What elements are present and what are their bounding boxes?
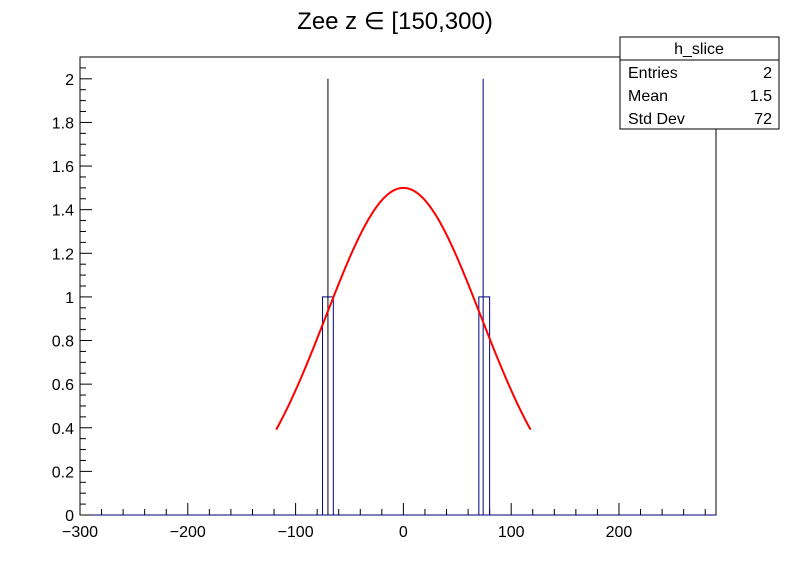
chart-title: Zee z ∈ [150,300): [297, 8, 493, 35]
x-tick-label: −200: [170, 524, 206, 541]
y-tick-label: 1.4: [52, 203, 74, 220]
y-tick-label: 1.8: [52, 115, 74, 132]
x-tick-label: 100: [498, 524, 525, 541]
stats-stddev-label: Std Dev: [628, 111, 685, 128]
fit-curve: [275, 186, 532, 431]
stats-box-title: h_slice: [674, 41, 724, 58]
stats-box-frame: [619, 36, 780, 130]
y-tick-label: 1.2: [52, 246, 74, 263]
x-tick-label: 200: [606, 524, 633, 541]
x-tick-label: 0: [399, 524, 408, 541]
x-tick-label: −100: [278, 524, 314, 541]
x-tick-label: −300: [62, 524, 98, 541]
plot-area: −300 −200 −100 0 100 200 0 0.2 0.4 0.6 0.8 1 1.2 1.4 1…: [52, 56, 717, 541]
y-tick-label: 1.6: [52, 159, 74, 176]
y-tick-label: 0.6: [52, 377, 74, 394]
y-tick-label: 0.2: [52, 464, 74, 481]
stats-box: h_slice Entries 2 Mean 1.5 Std Dev 72: [619, 36, 780, 130]
stats-stddev-value: 72: [754, 111, 772, 128]
stats-entries-value: 2: [763, 65, 772, 82]
y-tick-label: 2: [65, 72, 74, 89]
y-tick-label: 0.8: [52, 334, 74, 351]
y-tick-label: 0.4: [52, 421, 74, 438]
stats-entries-label: Entries: [628, 65, 678, 82]
y-tick-label: 1: [65, 290, 74, 307]
y-tick-label: 0: [65, 508, 74, 525]
stats-mean-value: 1.5: [750, 88, 772, 105]
stats-mean-label: Mean: [628, 88, 668, 105]
histogram-bin: [478, 296, 491, 516]
